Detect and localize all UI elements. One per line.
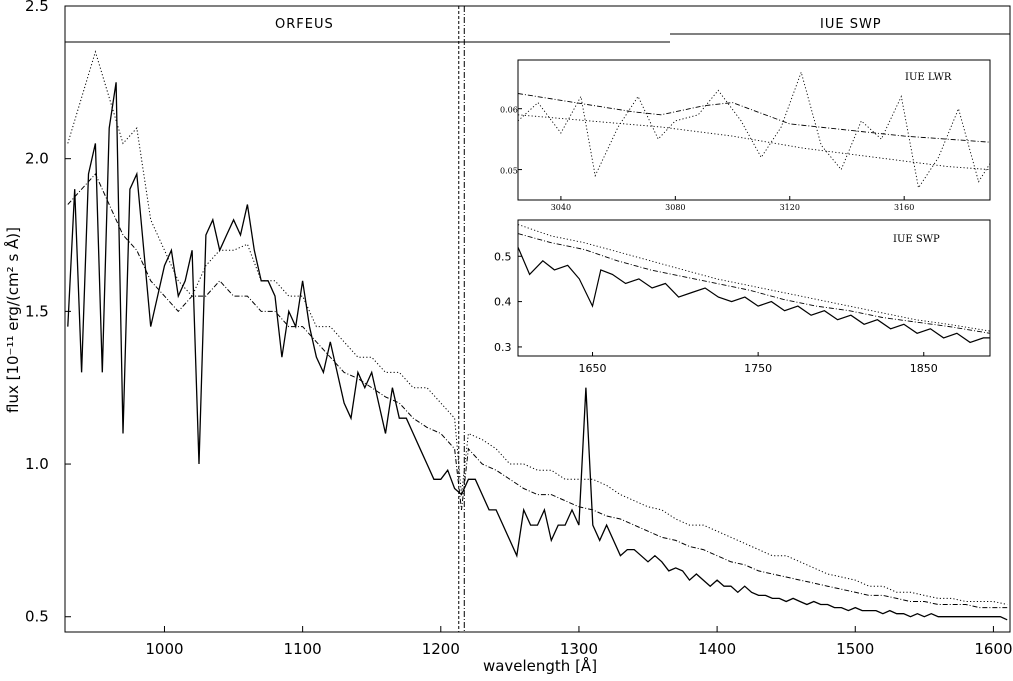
inset-iue-lwr-y-ticks: 0.05 0.06 (500, 106, 522, 176)
inset-iue-lwr-x-ticks: 3040 3080 3120 3160 (551, 196, 914, 212)
inset-x-tick-label: 3080 (665, 203, 685, 212)
inset-iue-swp: 1650 1750 1850 0.3 0.4 0.5 IUE SWP (494, 219, 991, 375)
series-line-solid (67, 82, 1008, 621)
inset-series-line-dotted (517, 70, 991, 189)
y-tick-label: 2.5 (25, 0, 49, 15)
inset-iue-lwr-title: IUE LWR (905, 72, 952, 83)
inset-iue-swp-series (517, 224, 991, 344)
inset-x-tick-label: 3160 (894, 203, 914, 212)
inset-y-tick-label: 0.5 (494, 250, 512, 263)
inset-y-tick-label: 0.05 (500, 167, 518, 176)
inset-x-tick-label: 3120 (780, 203, 800, 212)
main-plot-frame (64, 5, 1011, 633)
x-tick-label: 1600 (974, 640, 1012, 658)
x-tick-label: 1200 (422, 640, 460, 658)
inset-iue-lwr-frame (517, 59, 991, 201)
lyman-alpha-markers (458, 6, 465, 632)
x-tick-label: 1000 (145, 640, 183, 658)
inset-x-tick-label: 1650 (579, 362, 607, 375)
y-tick-labels: 0.5 1.0 1.5 2.0 2.5 (25, 0, 71, 626)
band-labels: ORFEUS IUE SWP (65, 17, 1010, 43)
series-line-dash-dot (67, 173, 1008, 609)
main-plot: ORFEUS IUE SWP 1000 1100 1200 1300 1400 1500 1… (3, 0, 1013, 675)
inset-series-line-dotted (517, 114, 991, 171)
inset-series-line-dash-dot (517, 93, 991, 143)
y-tick-label: 1.0 (25, 455, 49, 473)
x-tick-label: 1400 (698, 640, 736, 658)
inset-x-tick-label: 1850 (910, 362, 938, 375)
inset-y-tick-label: 0.06 (500, 106, 518, 115)
y-tick-label: 1.5 (25, 302, 49, 320)
series-line-dotted (67, 50, 1008, 605)
x-axis-label: wavelength [Å] (483, 656, 597, 675)
inset-x-tick-label: 3040 (551, 203, 571, 212)
main-series-group (67, 50, 1008, 621)
inset-x-tick-label: 1750 (744, 362, 772, 375)
inset-iue-lwr: 3040 3080 3120 3160 0.05 0.06 IUE LWR (500, 59, 991, 212)
x-tick-labels: 1000 1100 1200 1300 1400 1500 1600 (145, 626, 1013, 658)
y-tick-label: 2.0 (25, 150, 49, 168)
inset-series-line-dotted (517, 224, 991, 332)
band-label-iue-swp: IUE SWP (820, 17, 882, 32)
inset-series-line-solid (517, 246, 990, 344)
y-axis-label: flux [10⁻¹¹ erg/(cm² s Å)] (3, 227, 22, 413)
inset-y-tick-label: 0.4 (494, 296, 512, 309)
x-tick-label: 1100 (284, 640, 322, 658)
y-tick-label: 0.5 (25, 608, 49, 626)
inset-iue-swp-y-ticks: 0.3 0.4 0.5 (494, 250, 522, 354)
inset-y-tick-label: 0.3 (494, 341, 512, 354)
inset-iue-swp-x-ticks: 1650 1750 1850 (579, 352, 938, 375)
x-tick-label: 1300 (560, 640, 598, 658)
inset-iue-swp-title: IUE SWP (893, 234, 940, 245)
x-tick-label: 1500 (836, 640, 874, 658)
band-label-orfeus: ORFEUS (275, 17, 334, 32)
inset-iue-lwr-series (517, 70, 991, 189)
